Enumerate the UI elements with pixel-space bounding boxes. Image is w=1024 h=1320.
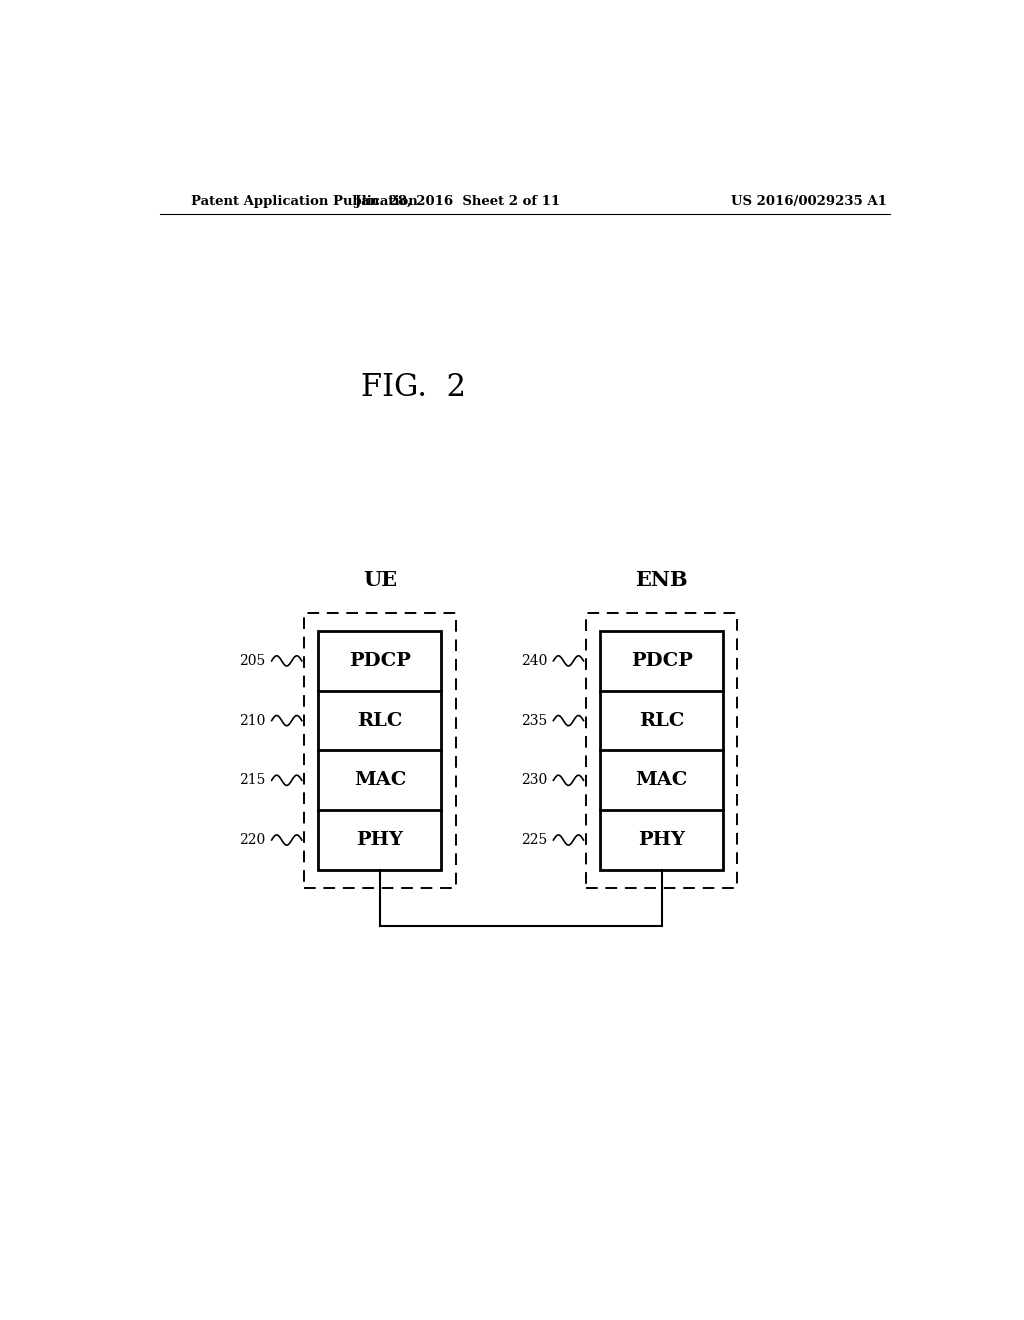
Text: 210: 210	[239, 714, 265, 727]
Text: PDCP: PDCP	[631, 652, 692, 669]
Text: 230: 230	[521, 774, 547, 787]
Text: PHY: PHY	[356, 832, 403, 849]
Text: UE: UE	[362, 570, 397, 590]
Bar	[600, 631, 723, 870]
Text: 215: 215	[239, 774, 265, 787]
Text: 240: 240	[520, 653, 547, 668]
Bar	[586, 612, 737, 888]
Text: MAC: MAC	[636, 771, 688, 789]
Bar	[318, 631, 441, 870]
Text: FIG.  2: FIG. 2	[361, 372, 466, 403]
Text: PHY: PHY	[638, 832, 685, 849]
Text: 235: 235	[521, 714, 547, 727]
Bar	[304, 612, 456, 888]
Text: RLC: RLC	[357, 711, 402, 730]
Text: Patent Application Publication: Patent Application Publication	[191, 194, 418, 207]
Text: Jan. 28, 2016  Sheet 2 of 11: Jan. 28, 2016 Sheet 2 of 11	[354, 194, 560, 207]
Text: 205: 205	[239, 653, 265, 668]
Text: 225: 225	[521, 833, 547, 847]
Text: RLC: RLC	[639, 711, 684, 730]
Text: PDCP: PDCP	[349, 652, 411, 669]
Text: 220: 220	[239, 833, 265, 847]
Text: ENB: ENB	[635, 570, 688, 590]
Text: US 2016/0029235 A1: US 2016/0029235 A1	[731, 194, 887, 207]
Text: MAC: MAC	[353, 771, 407, 789]
